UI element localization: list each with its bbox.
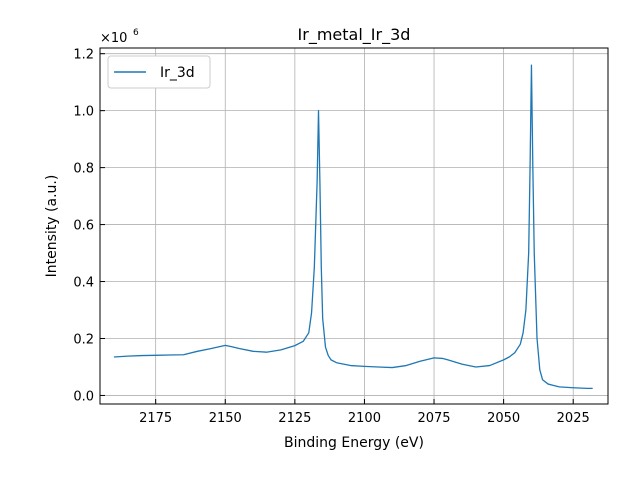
x-tick-label: 2050: [487, 411, 520, 426]
x-axis-label: Binding Energy (eV): [284, 435, 424, 451]
x-tick-label: 2075: [417, 411, 450, 426]
legend-box: [107, 55, 211, 89]
y-axis-label: Intensity (a.u.): [44, 175, 60, 278]
y-tick-label: 0.4: [73, 276, 94, 291]
axis-ticks: 2175 2150 2125 2100 2075 2050 2025 0.0 0.2 0.4 0.6…: [73, 48, 589, 426]
x-tick-label: 2175: [139, 411, 172, 426]
series-line-0: [113, 64, 593, 389]
y-tick-label: 1.0: [73, 105, 94, 120]
legend: Ir_3d: [107, 55, 211, 89]
y-tick-label: 1.2: [73, 48, 94, 63]
x-tick-label: 2100: [348, 411, 381, 426]
y-tick-label: 0.2: [73, 332, 94, 347]
y-tick-label: 0.0: [73, 389, 94, 404]
plot-frame: [99, 47, 609, 405]
y-scale-multiplier: ×10 6: [100, 28, 139, 46]
x-tick-label: 2125: [278, 411, 311, 426]
grid-lines: [100, 48, 608, 404]
chart-title: Ir_metal_Ir_3d: [298, 25, 411, 45]
x-tick-label: 2025: [557, 411, 590, 426]
y-tick-label: 0.6: [73, 219, 94, 234]
y-tick-label: 0.8: [73, 162, 94, 177]
y-scale-exponent: 6: [133, 28, 139, 38]
y-scale-base: ×10: [100, 31, 127, 46]
plot-area: [113, 64, 593, 389]
legend-label-ir-3d: Ir_3d: [160, 65, 195, 81]
x-tick-label: 2150: [209, 411, 242, 426]
